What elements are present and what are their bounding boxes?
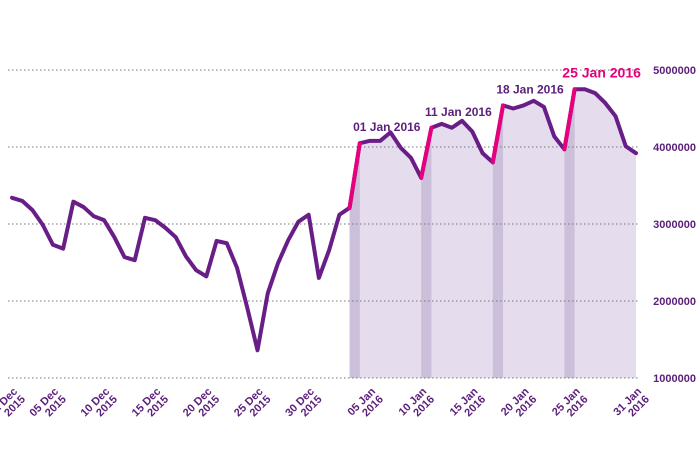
highlight-band <box>349 207 360 378</box>
highlight-segment <box>490 103 506 165</box>
x-tick-label: 25 Dec2015 <box>232 386 273 427</box>
y-tick-label: 4000000 <box>653 142 696 154</box>
x-tick-label: 05 Jan2016 <box>345 385 386 426</box>
y-tick-label: 3000000 <box>653 219 696 231</box>
annotation: 11 Jan 2016 <box>425 105 492 119</box>
x-tick-label: 31 Jan2016 <box>611 385 652 426</box>
x-tick-label: 20 Dec2015 <box>181 386 222 427</box>
data-line <box>10 87 638 353</box>
x-tick-label: 01 Dec2015 <box>0 386 28 427</box>
x-tick-label: 30 Dec2015 <box>283 386 324 427</box>
highlight-band <box>421 177 432 378</box>
highlight-band <box>492 162 504 378</box>
y-tick-label: 1000000 <box>653 373 696 385</box>
annotation: 01 Jan 2016 <box>353 120 421 134</box>
annotation: 18 Jan 2016 <box>496 82 564 96</box>
highlight-segment <box>562 87 577 152</box>
highlight-band <box>564 149 575 378</box>
y-tick-label: 2000000 <box>653 296 696 308</box>
highlight-segment <box>347 141 362 210</box>
annotation: 25 Jan 2016 <box>562 64 641 80</box>
highlight-segment <box>419 125 434 180</box>
x-tick-label: 10 Dec2015 <box>79 386 120 427</box>
x-tick-label: 20 Jan2016 <box>499 385 540 426</box>
x-tick-label: 15 Jan2016 <box>448 385 489 426</box>
x-tick-label: 15 Dec2015 <box>130 386 171 427</box>
y-tick-label: 5000000 <box>653 65 696 77</box>
x-tick-label: 25 Jan2016 <box>550 385 591 426</box>
x-tick-label: 10 Jan2016 <box>397 385 438 426</box>
x-tick-label: 05 Dec2015 <box>27 386 68 427</box>
